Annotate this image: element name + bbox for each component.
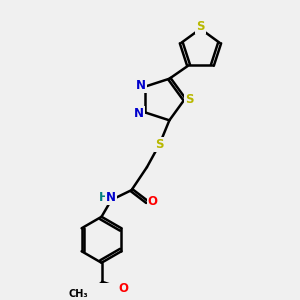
Text: CH₃: CH₃ xyxy=(69,289,88,299)
Text: S: S xyxy=(185,93,194,106)
Text: O: O xyxy=(148,195,158,208)
Text: H: H xyxy=(98,191,108,204)
Text: N: N xyxy=(134,107,144,120)
Text: S: S xyxy=(196,20,205,33)
Text: S: S xyxy=(155,138,164,151)
Text: O: O xyxy=(118,282,128,295)
Text: N: N xyxy=(136,79,146,92)
Text: N: N xyxy=(106,191,116,204)
